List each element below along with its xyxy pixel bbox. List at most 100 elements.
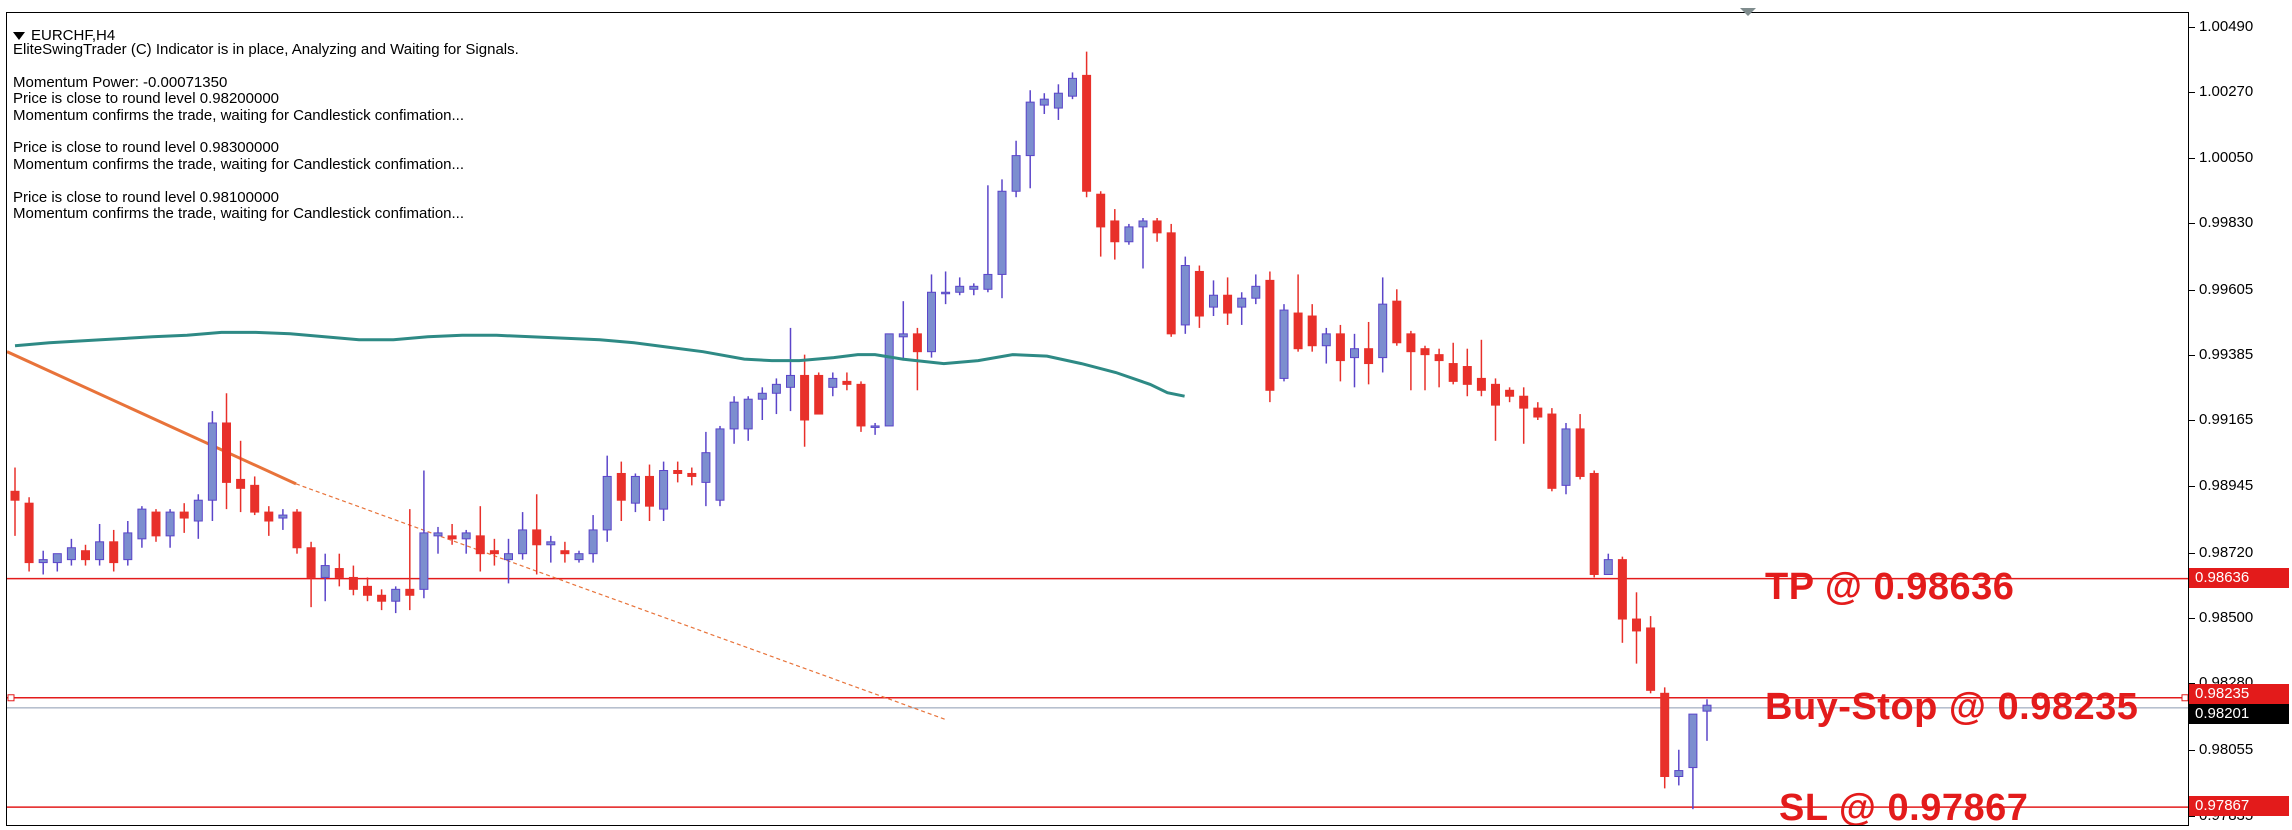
moving-average-line [14,330,1185,398]
candle-body [363,585,372,596]
momentum-power: Momentum Power: -0.00071350 [13,74,228,91]
price-tick-mark [2189,92,2195,94]
price-tick-mark [2189,157,2195,159]
candle-body [884,333,894,427]
candle-body [1505,389,1515,397]
candle [1166,223,1176,337]
round-level-1: Price is close to round level 0.98200000 [13,90,280,107]
candle [475,506,485,572]
price-tick-mark [2189,618,2195,620]
candle-body [1251,285,1261,299]
candle [1237,292,1247,325]
candle-body [997,190,1007,275]
candle [602,455,612,542]
candle [941,271,951,305]
candle-body [771,383,781,394]
candle [786,327,795,412]
candle-body [673,470,683,474]
candle [1617,556,1627,643]
price-tick-mark [2189,289,2195,291]
candle [828,372,838,397]
candle-body [1237,297,1247,308]
candle-body [1124,226,1134,243]
candle-body [250,484,260,513]
candle [1068,72,1077,100]
candle [1561,422,1571,495]
price-tick-label: 1.00270 [2199,83,2254,101]
candle [222,393,231,510]
candle-body [109,541,119,564]
candle [997,179,1007,299]
candle-body [616,472,626,501]
price-axis[interactable]: 1.00490 1.00270 1.00050 0.99830 0.99605 0.993… [2189,12,2292,826]
price-tick-label: 0.99830 [2199,213,2254,231]
price-tick-label: 1.00490 [2199,17,2254,35]
candle [320,553,330,602]
candle [165,509,175,548]
candle [1589,470,1599,578]
candle-body [433,532,443,537]
candle-body [1194,270,1204,317]
candle-body [1350,348,1359,359]
candle-body [687,472,697,477]
candle-body [1180,265,1190,326]
candle [250,476,260,516]
candle-body [659,470,669,510]
sl-label: SL @ 0.97867 [1779,787,2029,826]
candle-body [504,553,513,561]
candle-body [701,452,711,483]
candle [95,523,105,566]
candle [52,553,62,572]
candle-body [630,475,640,504]
candlestick-chart[interactable] [7,13,2189,826]
candle-body [1110,220,1120,243]
candle [884,333,894,427]
candle [1491,378,1500,441]
candle [1293,274,1303,352]
candle-body [1617,559,1627,620]
dropdown-triangle-icon[interactable] [13,32,25,41]
candle-body [66,547,76,561]
chart-area[interactable]: EURCHF,H4 EliteSwingTrader (C) Indicator… [6,12,2189,826]
candle [207,411,217,522]
candle [701,431,711,507]
candle-body [1702,704,1712,712]
confirmation-1: Momentum confirms the trade, waiting for… [13,107,465,124]
candle-body [405,588,415,596]
candle [334,553,344,587]
candle [193,494,203,539]
candle-body [574,553,584,561]
candle-body [898,333,908,338]
candle-body [419,532,429,590]
candle-body [1335,333,1345,362]
candle-body [927,291,936,353]
price-tick-label: 0.98945 [2199,476,2254,494]
candle-body [814,374,824,415]
price-tick-label: 1.00050 [2199,148,2254,166]
candle [842,372,852,391]
candle-body [1632,618,1641,632]
candle [1025,90,1035,189]
candle [419,470,429,599]
candle-body [334,568,344,578]
candle-body [1293,312,1303,350]
candle-body [1096,193,1106,228]
candle [1053,84,1063,120]
candle [771,378,781,415]
tp-price-box: 0.98636 [2189,567,2289,588]
chart-shift-marker-icon[interactable] [1740,8,1756,16]
price-tick-label: 0.99385 [2199,346,2254,364]
candle [1674,749,1684,786]
candle-body [461,532,471,540]
candle-body [151,511,161,537]
candle-body [757,392,767,400]
candle-body [842,380,852,385]
trendline [7,350,297,486]
round-level-2: Price is close to round level 0.98300000 [13,139,280,156]
candle-body [518,529,528,555]
candle [1392,289,1402,346]
candle-body [1011,155,1021,192]
candle [1519,387,1529,444]
candle-body [1138,220,1148,228]
candle-body [800,374,810,421]
